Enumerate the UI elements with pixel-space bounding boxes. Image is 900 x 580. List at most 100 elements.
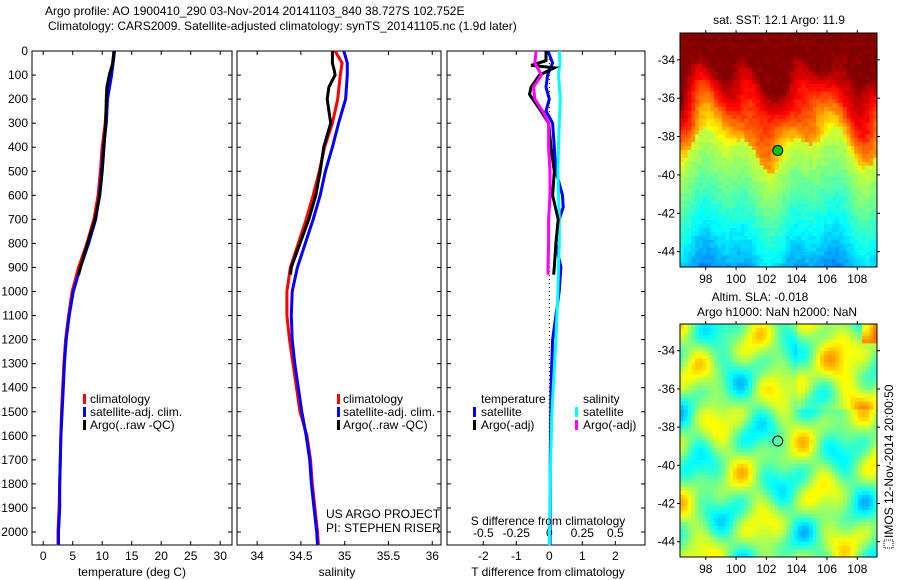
heatmap-cell [805,64,810,69]
heatmap-cell [680,48,685,53]
heatmap-cell [683,259,688,264]
heatmap-cell [721,263,726,268]
heatmap-cell [873,79,878,85]
heatmap-cell [717,161,723,166]
heatmap-cell [865,75,870,81]
heatmap-cell [835,79,840,85]
heatmap-cell [808,185,813,190]
heatmap-cell [854,146,859,151]
heatmap-cell [823,177,829,182]
heatmap-cell [687,417,692,422]
heatmap-cell [767,417,772,422]
heatmap-cell [774,196,779,202]
heatmap-cell [748,397,753,403]
heatmap-cell [793,204,798,209]
heatmap-cell [797,355,802,360]
heatmap-cell [797,382,802,387]
heatmap-cell [835,228,840,233]
heatmap-cell [842,413,848,418]
heatmap-cell [706,436,711,441]
heatmap-cell [778,83,783,88]
heatmap-cell [687,122,692,127]
heatmap-cell [767,413,772,418]
heatmap-cell [842,239,848,244]
heatmap-cell [717,208,723,213]
heatmap-cell [755,432,760,438]
heatmap-cell [748,122,753,127]
heatmap-cell [755,235,760,241]
heatmap-cell [683,68,688,73]
heatmap-cell [793,339,798,344]
heatmap-cell [710,146,715,151]
heatmap-cell [702,95,707,100]
heatmap-cell [786,142,791,147]
heatmap-cell [714,138,719,143]
heatmap-cell [873,91,878,96]
heatmap-cell [714,393,719,399]
heatmap-cell [740,153,745,159]
heatmap-cell [736,327,742,333]
heatmap-cell [740,382,745,387]
heatmap-cell [835,181,840,186]
heatmap-cell [823,48,829,53]
heatmap-cell [858,413,863,418]
heatmap-cell [748,355,753,360]
heatmap-cell [733,386,738,391]
heatmap-cell [721,220,726,225]
heatmap-cell [827,243,832,248]
heatmap-cell [839,347,844,352]
heatmap-cell [740,231,745,237]
heatmap-cell [823,259,829,264]
heatmap-cell [710,83,715,88]
heatmap-cell [869,40,874,46]
heatmap-cell [717,421,723,426]
heatmap-cell [858,36,863,42]
heatmap-cell [835,355,840,360]
heatmap-cell [683,243,688,248]
heatmap-cell [721,146,726,151]
heatmap-cell [816,169,821,174]
heatmap-cell [861,397,867,403]
heatmap-cell [820,397,825,403]
heatmap-cell [793,366,798,371]
heatmap-cell [755,134,760,139]
heatmap-cell [831,208,836,213]
heatmap-cell [854,351,859,356]
heatmap-cell [812,331,817,337]
heatmap-cell [759,48,764,53]
heatmap-cell [865,335,870,340]
heatmap-cell [789,138,795,143]
heatmap-cell [751,153,757,159]
x-tick-label: 5 [69,549,76,563]
heatmap-cell [782,220,787,225]
heatmap-cell [721,161,726,166]
heatmap-cell [823,436,829,441]
heatmap-cell [774,44,779,49]
heatmap-cell [717,40,723,46]
x-tick-label: 35.5 [377,549,401,563]
heatmap-cell [740,107,745,112]
heatmap-cell [740,204,745,209]
heatmap-cell [733,146,738,151]
heatmap-cell [858,185,863,190]
heatmap-cell [816,228,821,233]
heatmap-cell [695,185,700,190]
heatmap-cell [835,52,840,57]
heatmap-cell [755,173,760,178]
heatmap-cell [805,68,810,73]
heatmap-cell [793,95,798,100]
heatmap-cell [839,405,844,410]
heatmap-cell [812,200,817,205]
heatmap-cell [710,436,715,441]
heatmap-cell [680,324,685,329]
heatmap-cell [854,177,859,182]
heatmap-cell [698,36,704,42]
heatmap-cell [869,68,874,73]
heatmap-cell [808,196,813,202]
heatmap-cell [763,114,768,120]
heatmap-cell [763,75,768,81]
heatmap-cell [778,362,783,368]
heatmap-cell [854,436,859,441]
heatmap-cell [687,169,692,174]
heatmap-cell [823,87,829,92]
